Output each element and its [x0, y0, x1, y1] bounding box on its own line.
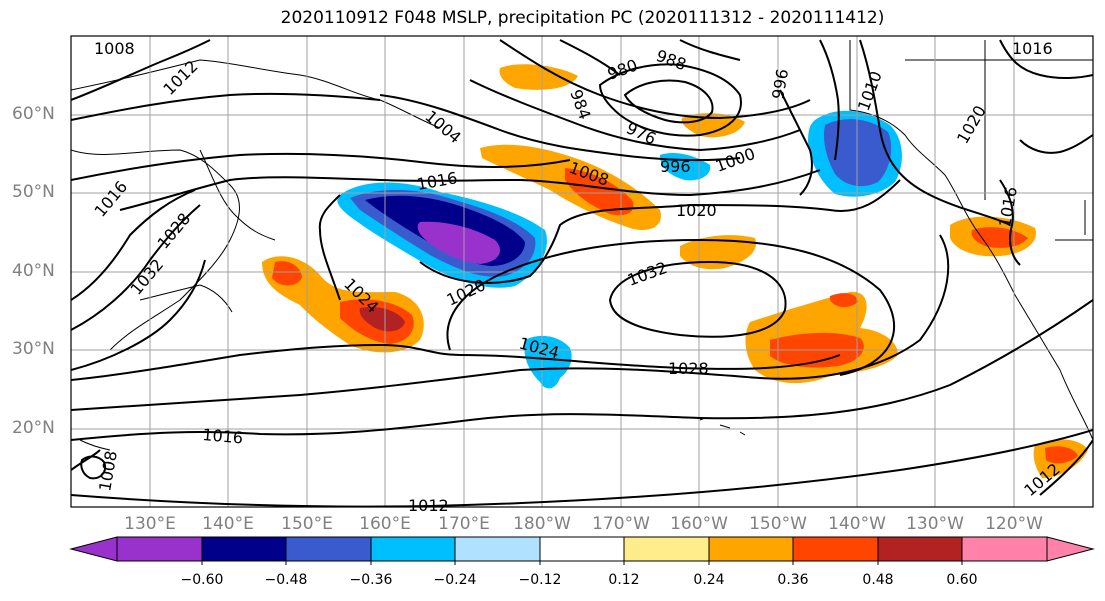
colorbar-extend-high: [1046, 536, 1095, 562]
lat-label: 60°N: [12, 104, 55, 124]
colorbar-tick-label: 0.24: [693, 572, 725, 588]
colorbar-swatch: [285, 536, 372, 562]
lon-label: 160°E: [359, 514, 411, 534]
lon-label: 180°W: [513, 514, 571, 534]
lat-label: 20°N: [12, 418, 55, 438]
colorbar-swatch: [370, 536, 456, 562]
isobar-label: 1016: [1012, 39, 1053, 58]
colorbar-swatch: [961, 536, 1048, 562]
lat-label: 40°N: [12, 261, 55, 281]
colorbar-swatch: [116, 536, 203, 562]
isobar-label: 1012: [408, 496, 449, 515]
colorbar-swatch: [877, 536, 963, 562]
isobar-label: 996: [660, 157, 691, 176]
colorbar-swatch: [454, 536, 541, 562]
lon-label: 140°W: [828, 514, 886, 534]
colorbar: [69, 536, 1095, 565]
anomaly-blob-subtropical: [524, 335, 572, 389]
colorbar-tick-label: 0.60: [946, 572, 978, 588]
lon-label: 170°W: [592, 514, 650, 534]
colorbar-tick-label: −0.24: [433, 572, 477, 588]
lat-label: 30°N: [12, 339, 55, 359]
colorbar-swatch: [792, 536, 879, 562]
lon-label: 170°E: [438, 514, 490, 534]
colorbar-tick-label: −0.60: [180, 572, 224, 588]
lon-label: 160°W: [670, 514, 728, 534]
colorbar-tick-label: −0.12: [518, 572, 562, 588]
isobar-label: 1020: [676, 201, 717, 220]
isobar-label: 1028: [668, 359, 709, 378]
colorbar-swatch: [623, 536, 710, 562]
lon-label: 150°E: [281, 514, 333, 534]
lon-label: 150°W: [749, 514, 807, 534]
colorbar-tick-label: −0.48: [264, 572, 308, 588]
coastlines: [71, 40, 1093, 451]
isobar-label: 1008: [94, 39, 135, 58]
colorbar-swatch: [201, 536, 287, 562]
colorbar-tick-label: 0.36: [777, 572, 809, 588]
lat-label: 50°N: [12, 182, 55, 202]
lon-label: 130°E: [124, 514, 176, 534]
lon-label: 130°W: [906, 514, 964, 534]
negative-anomaly-shading: [337, 110, 902, 389]
colorbar-swatch: [539, 536, 625, 562]
colorbar-tick-label: 0.12: [608, 572, 640, 588]
graticule: [71, 36, 1093, 507]
map-area: [71, 36, 1093, 507]
colorbar-tick-label: −0.36: [349, 572, 393, 588]
isobar-label: 1016: [202, 425, 244, 447]
colorbar-tick-label: 0.48: [862, 572, 894, 588]
colorbar-swatch: [708, 536, 794, 562]
colorbar-extend-low: [69, 536, 118, 562]
chart-title: 2020110912 F048 MSLP, precipitation PC (…: [280, 8, 885, 28]
map-frame: [70, 35, 1094, 508]
isobars: [71, 39, 1093, 507]
lon-label: 120°W: [985, 514, 1043, 534]
positive-anomaly-shading: [262, 64, 1088, 478]
lon-label: 140°E: [202, 514, 254, 534]
